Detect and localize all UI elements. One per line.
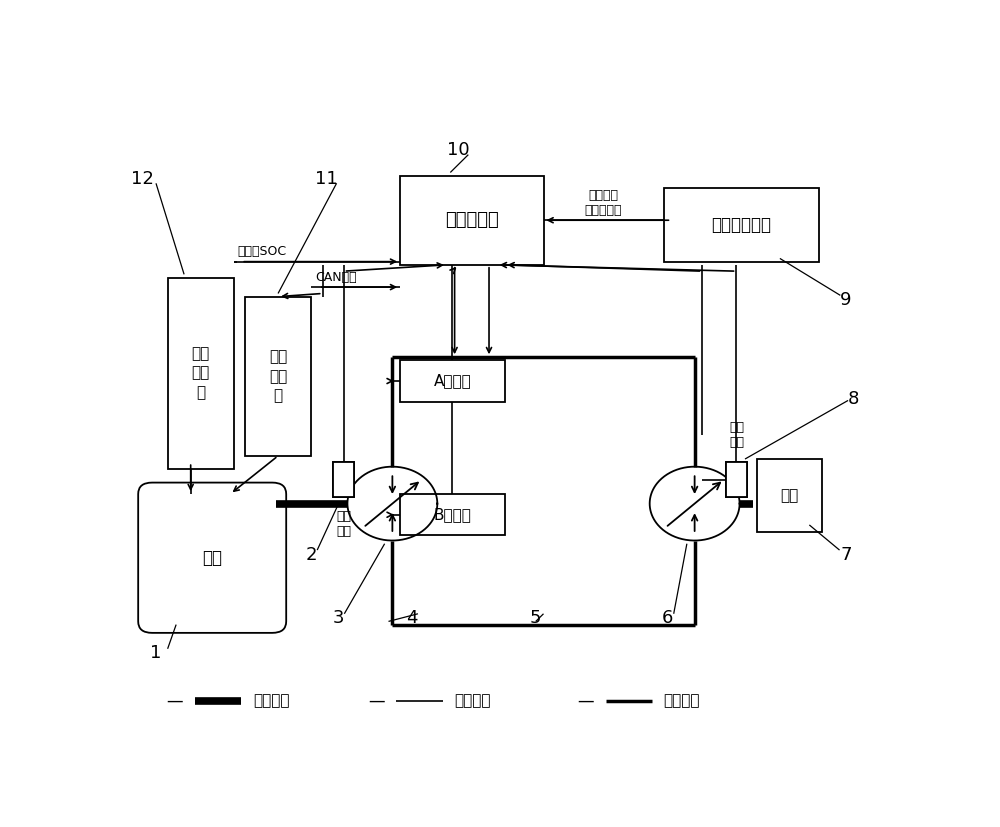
Text: 电子制动踏板: 电子制动踏板 [711,216,771,234]
Text: 3: 3 [332,609,344,627]
Bar [333,462,354,497]
FancyBboxPatch shape [245,297,311,456]
Text: 机械连接: 机械连接 [253,694,289,709]
Text: 4: 4 [406,609,418,627]
Text: 2: 2 [305,546,317,563]
Text: —: — [166,692,183,710]
FancyBboxPatch shape [400,494,505,535]
Text: A口压力: A口压力 [434,374,471,389]
Text: 制动踏板
开度、速度: 制动踏板 开度、速度 [585,189,622,217]
Text: 1: 1 [150,644,162,662]
Text: 9: 9 [840,291,852,308]
Text: B口压力: B口压力 [434,507,471,522]
Text: 12: 12 [131,170,153,188]
FancyBboxPatch shape [138,483,286,633]
Text: 10: 10 [447,141,470,159]
FancyBboxPatch shape [726,462,747,497]
Text: 电机
控制
器: 电机 控制 器 [269,350,287,403]
FancyBboxPatch shape [400,361,505,402]
FancyBboxPatch shape [168,278,234,469]
FancyBboxPatch shape [757,459,822,533]
Text: 11: 11 [315,170,338,188]
Text: 6: 6 [662,609,673,627]
Text: 马达
转速: 马达 转速 [729,422,744,450]
Text: 5: 5 [530,609,542,627]
FancyBboxPatch shape [333,462,354,497]
Text: 动力
电池
组: 动力 电池 组 [191,347,210,399]
Text: 7: 7 [840,546,852,563]
Text: 电机
转速: 电机 转速 [336,510,351,538]
Text: 电气连接: 电气连接 [454,694,491,709]
Text: 液压连接: 液压连接 [664,694,700,709]
Text: 电机: 电机 [202,549,222,566]
Bar [726,462,747,497]
Text: 车轮: 车轮 [780,488,799,503]
FancyBboxPatch shape [400,175,544,265]
Text: —: — [368,692,385,710]
FancyBboxPatch shape [664,189,819,261]
Text: CAN通讯: CAN通讯 [315,271,356,284]
Text: 电池组SOC: 电池组SOC [237,246,287,258]
Text: —: — [577,692,594,710]
Text: 整车控制器: 整车控制器 [445,211,499,229]
Text: 8: 8 [848,390,859,408]
